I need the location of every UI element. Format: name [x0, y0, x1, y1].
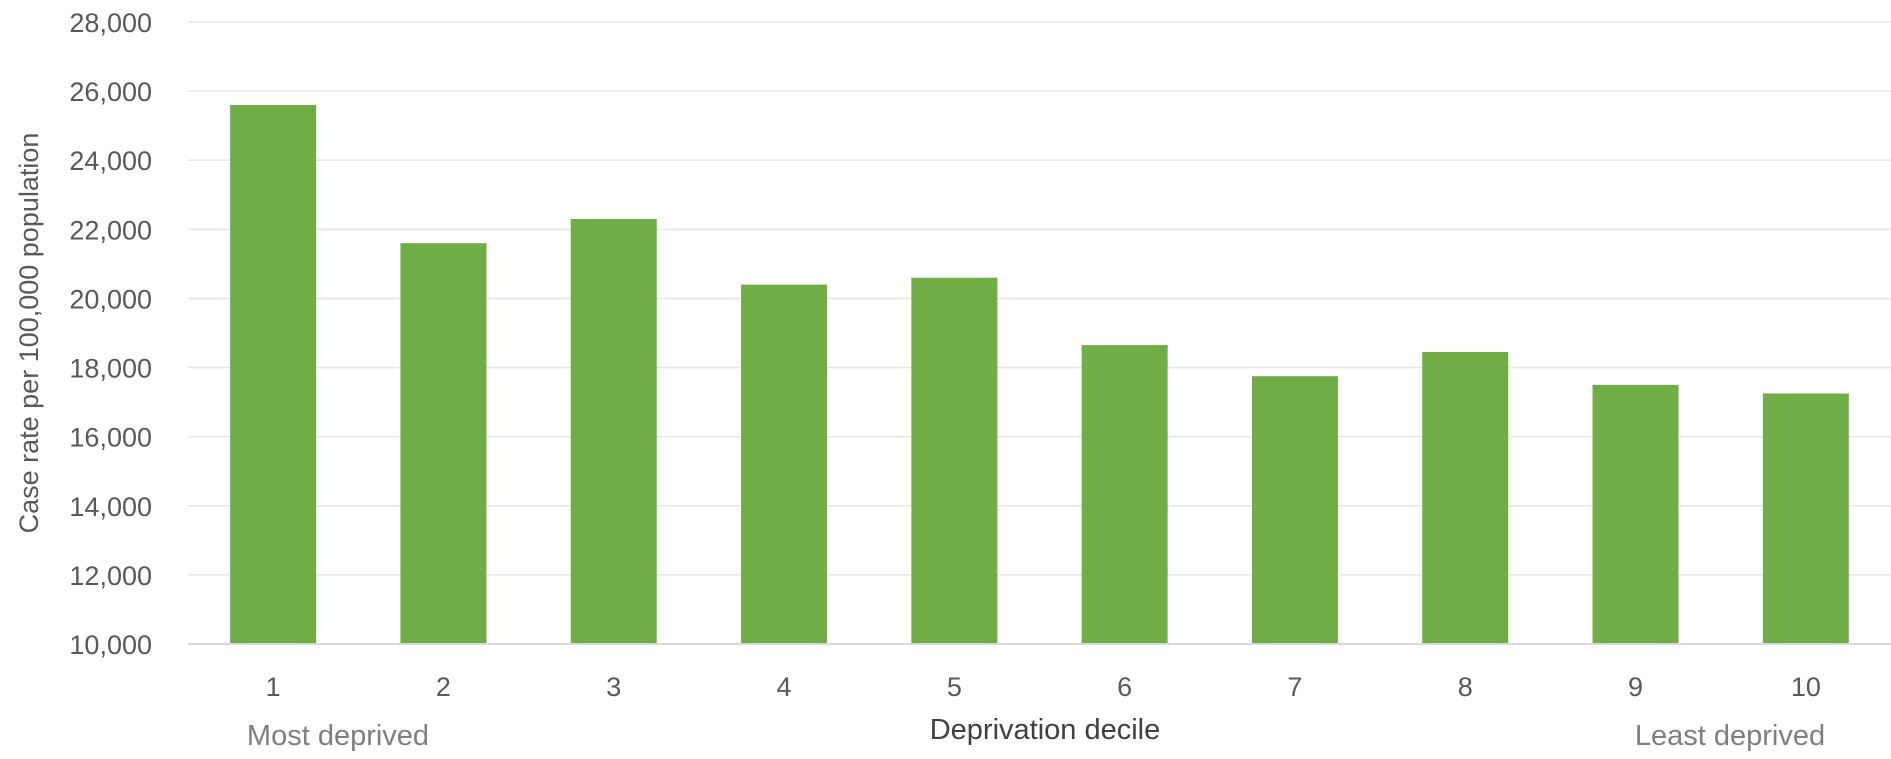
bar-decile-8	[1422, 352, 1509, 644]
x-tick-label: 6	[1117, 672, 1132, 702]
y-tick-label: 26,000	[69, 77, 152, 107]
least-deprived-note: Least deprived	[1635, 720, 1825, 752]
x-tick-label: 1	[266, 672, 281, 702]
bar-decile-5	[911, 277, 998, 644]
bars	[230, 104, 1849, 644]
x-axis-title: Deprivation decile	[930, 714, 1161, 746]
bar-decile-10	[1762, 393, 1849, 644]
y-tick-label: 14,000	[69, 492, 152, 522]
x-tick-label: 10	[1791, 672, 1821, 702]
y-tick-label: 22,000	[69, 215, 152, 245]
x-tick-label: 2	[436, 672, 451, 702]
y-tick-label: 24,000	[69, 146, 152, 176]
y-tick-label: 10,000	[69, 630, 152, 660]
bar-decile-1	[230, 104, 317, 644]
bar-decile-4	[741, 284, 828, 644]
bar-decile-9	[1592, 384, 1679, 644]
y-tick-label: 20,000	[69, 284, 152, 314]
bar-decile-2	[400, 243, 487, 644]
bar-decile-3	[570, 218, 657, 644]
x-tick-label: 3	[606, 672, 621, 702]
x-tick-label: 9	[1628, 672, 1643, 702]
y-axis-title: Case rate per 100,000 population	[14, 133, 44, 534]
y-tick-label: 28,000	[69, 8, 152, 38]
y-tick-label: 16,000	[69, 423, 152, 453]
x-tick-label: 7	[1287, 672, 1302, 702]
y-tick-label: 18,000	[69, 354, 152, 384]
x-tick-labels: 1 2 3 4 5 6 7 8 9 10	[266, 672, 1821, 702]
y-tick-label: 12,000	[69, 561, 152, 591]
bar-decile-6	[1081, 345, 1168, 644]
bar-decile-7	[1251, 376, 1338, 644]
most-deprived-note: Most deprived	[247, 720, 429, 752]
y-tick-labels: 10,000 12,000 14,000 16,000 18,000 20,000 22,0…	[69, 8, 152, 660]
x-tick-label: 8	[1458, 672, 1473, 702]
x-tick-label: 4	[777, 672, 792, 702]
x-tick-label: 5	[947, 672, 962, 702]
